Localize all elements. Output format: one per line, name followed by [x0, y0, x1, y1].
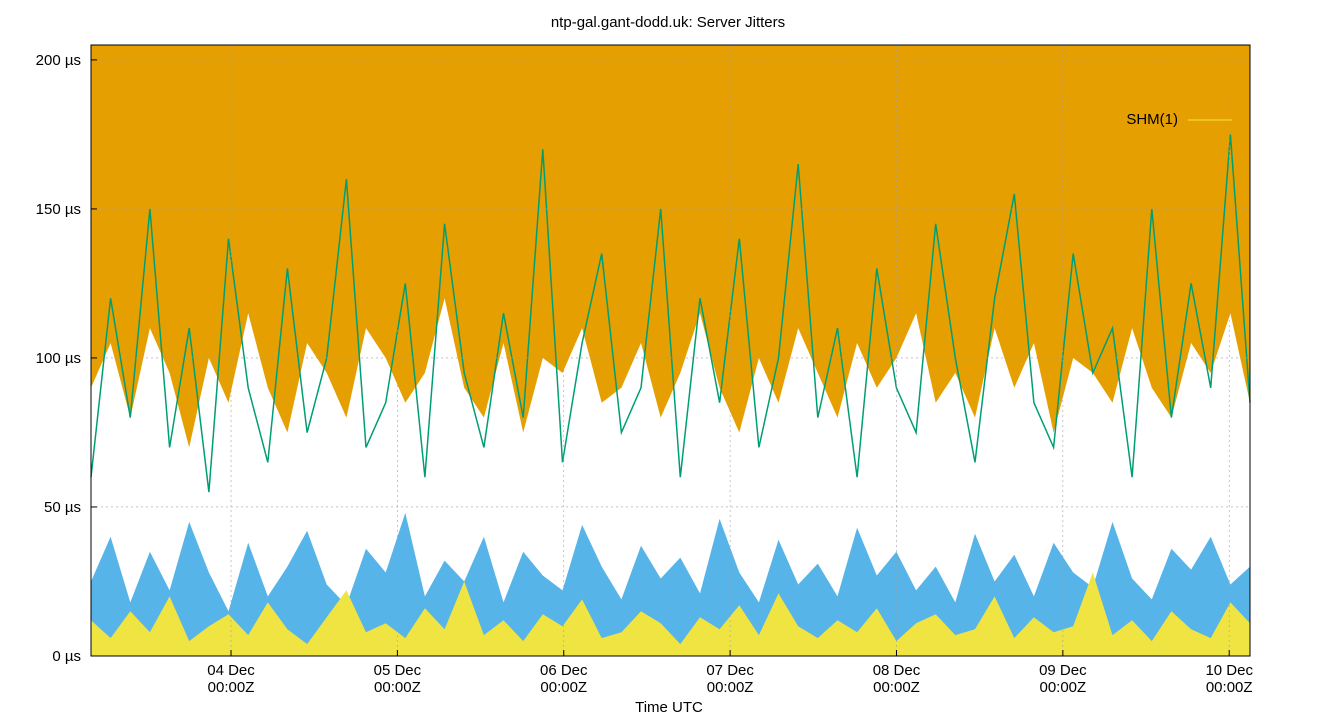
- x-tick-date: 10 Dec: [1205, 662, 1253, 679]
- y-tick-label: 150 µs: [36, 201, 81, 218]
- y-tick-label: 50 µs: [44, 499, 81, 516]
- x-axis-label: Time UTC: [635, 699, 703, 716]
- y-tick-label: 200 µs: [36, 52, 81, 69]
- x-tick-date: 04 Dec: [207, 662, 255, 679]
- x-tick-date: 06 Dec: [540, 662, 588, 679]
- legend-label-shm1: SHM(1): [1126, 111, 1178, 128]
- x-tick-time: 00:00Z: [873, 679, 920, 696]
- series-1-line: [90, 134, 1251, 493]
- plot-frame: [90, 44, 1251, 657]
- series-0-area: [91, 45, 1250, 448]
- x-tick-time: 00:00Z: [1039, 679, 1086, 696]
- x-tick-date: 05 Dec: [374, 662, 422, 679]
- x-tick-time: 00:00Z: [1206, 679, 1253, 696]
- series-2-area: [91, 512, 1250, 656]
- x-tick-time: 00:00Z: [374, 679, 421, 696]
- x-tick-time: 00:00Z: [540, 679, 587, 696]
- plot-area: [90, 45, 1251, 656]
- x-tick-date: 09 Dec: [1039, 662, 1087, 679]
- grid: [91, 45, 1250, 656]
- y-tick-label: 0 µs: [52, 648, 81, 665]
- series-3-area: [91, 572, 1250, 656]
- legend: SHM(1): [1126, 111, 1232, 128]
- x-tick-time: 00:00Z: [707, 679, 754, 696]
- y-tick-label: 100 µs: [36, 350, 81, 367]
- x-tick-date: 08 Dec: [873, 662, 921, 679]
- y-axis: 0 µs 50 µs 100 µs 150 µs 200 µs: [36, 52, 97, 665]
- chart-title: ntp-gal.gant-dodd.uk: Server Jitters: [551, 14, 785, 31]
- x-tick-date: 07 Dec: [706, 662, 754, 679]
- x-tick-time: 00:00Z: [208, 679, 255, 696]
